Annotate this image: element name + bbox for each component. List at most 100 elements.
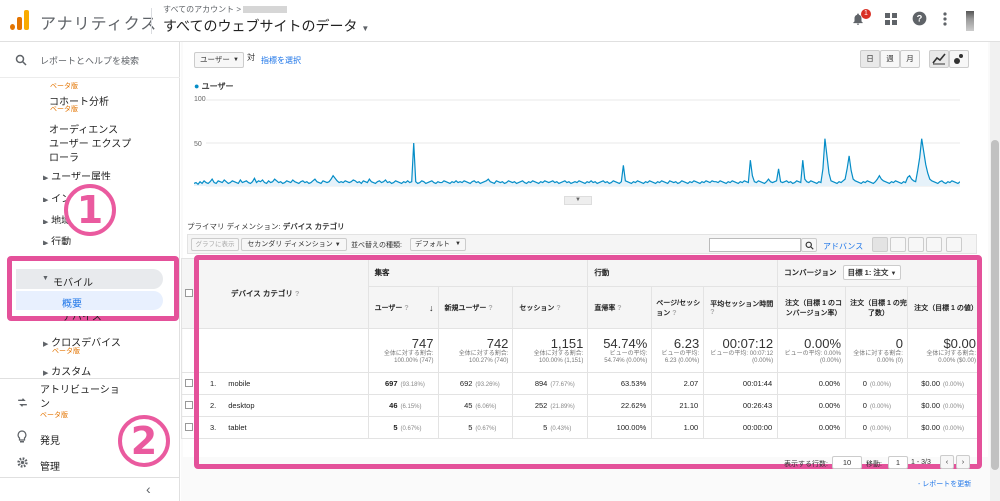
sort-type-value: デフォルト — [415, 241, 450, 248]
select-all-checkbox[interactable] — [185, 288, 193, 297]
cell-value: 0 — [862, 379, 867, 388]
notifications-icon[interactable] — [850, 12, 866, 28]
advanced-filter-link[interactable]: アドバンス — [823, 242, 864, 251]
table-row[interactable]: 3. tablet 5 (0.67%) 5 (0.67%) 5 (0.43%) 100.00% 1… — [181, 416, 980, 439]
totals-sub: ビューの平均: 0.00% (0.00%) — [784, 351, 842, 364]
goal-select[interactable]: 目標 1: 注文 ▼ — [842, 265, 902, 280]
search-placeholder[interactable]: レポートとヘルプを検索 — [40, 56, 140, 66]
help-icon: ? — [556, 304, 561, 312]
totals-value: 0.00% — [804, 336, 842, 351]
sidebar-item-label: 行動 — [51, 237, 72, 245]
sidebar-item-admin[interactable]: 管理 — [40, 462, 60, 473]
totals-value: 54.74% — [603, 336, 648, 351]
cell-percentage: (93.18%) — [400, 382, 425, 388]
col-header-pages-session[interactable]: ページ/セッション ? — [651, 286, 705, 329]
row-checkbox[interactable] — [185, 422, 193, 431]
col-header-completions[interactable]: 注文（目標 1 の完了数） — [845, 286, 908, 329]
pie-view-icon[interactable] — [890, 237, 906, 252]
col-header-value[interactable]: 注文（目標 1 の値） — [906, 286, 980, 329]
day-button[interactable]: 日 — [860, 50, 880, 68]
apps-icon[interactable] — [883, 12, 899, 28]
help-icon[interactable]: ? — [911, 11, 927, 27]
sidebar-item-overview[interactable]: 概要 — [16, 291, 163, 310]
month-button[interactable]: 月 — [900, 50, 920, 68]
pivot-view-icon[interactable] — [946, 237, 962, 252]
data-table: デバイス カテゴリ ? 集客 行動 コンバージョン 目標 1: 注文 ▼ ユーザ… — [181, 258, 980, 439]
help-icon: ? — [617, 304, 622, 312]
sidebar-item-mobile[interactable]: ▼ モバイル — [16, 269, 163, 289]
sidebar-item-cohort[interactable]: コホート分析 — [49, 97, 109, 108]
metric-select[interactable]: ユーザー ▼ — [194, 52, 244, 68]
account-icon[interactable] — [966, 11, 974, 31]
col-header-sessions[interactable]: セッション ? — [512, 286, 589, 329]
select-metric-link[interactable]: 指標を選択 — [261, 56, 301, 65]
row-checkbox[interactable] — [185, 378, 193, 387]
view-selector[interactable]: すべてのウェブサイトのデータ ▼ — [163, 16, 369, 36]
breadcrumb[interactable]: すべてのアカウント > — [163, 4, 288, 15]
cell-value: $0.00 — [921, 379, 940, 388]
plot-rows-button[interactable]: グラフに表示 — [191, 238, 239, 251]
table-search-button[interactable] — [801, 238, 817, 252]
cell-value: $0.00 — [921, 401, 940, 410]
week-button[interactable]: 週 — [880, 50, 900, 68]
col-header-label: 注文（目標 1 のコンバージョン率） — [785, 299, 842, 317]
beta-label: ベータ版 — [50, 83, 78, 90]
comparison-view-icon[interactable] — [926, 237, 942, 252]
table-search-input[interactable] — [709, 238, 801, 252]
sidebar-item-devices[interactable]: デバイス — [62, 316, 102, 323]
breadcrumb-text[interactable]: すべてのアカウント > — [163, 5, 242, 14]
collapse-sidebar-icon[interactable]: ‹ — [146, 481, 151, 497]
sidebar-search[interactable]: レポートとヘルプを検索 — [0, 42, 180, 78]
prev-page-button[interactable]: ‹ — [940, 455, 954, 469]
sidebar-item-behavior[interactable]: ▶ 行動 — [43, 233, 73, 245]
chart-collapse-handle[interactable]: ▼ — [564, 196, 592, 205]
col-header-conversion-rate[interactable]: 注文（目標 1 のコンバージョン率） — [777, 286, 847, 329]
analytics-logo-icon[interactable] — [10, 8, 30, 30]
top-bar: アナリティクス すべてのアカウント > すべてのウェブサイトのデータ ▼ 1 ? — [0, 0, 1000, 42]
scrollbar-thumb[interactable] — [991, 140, 999, 470]
row-checkbox[interactable] — [185, 400, 193, 409]
totals-blank — [197, 328, 369, 373]
secondary-dimension-select[interactable]: セカンダリ ディメンション ▼ — [241, 238, 347, 251]
col-header-bounce[interactable]: 直帰率 ? — [587, 286, 653, 329]
motion-chart-toggle[interactable] — [949, 50, 969, 68]
col-header-avg-duration[interactable]: 平均セッション時間 ? — [703, 286, 779, 329]
more-vert-icon[interactable] — [937, 12, 953, 28]
sidebar-item-demographics[interactable]: ▶ ユーザー属性 — [43, 168, 113, 180]
row-dimension-link[interactable]: mobile — [228, 379, 251, 388]
next-page-button[interactable]: › — [956, 455, 970, 469]
performance-view-icon[interactable] — [908, 237, 924, 252]
rows-per-page-select[interactable]: 10 — [832, 456, 862, 469]
sidebar-item-user-explorer[interactable]: ユーザー エクスプローラ — [49, 139, 132, 164]
sidebar-item-interests[interactable]: ▶ インタレスト — [43, 190, 73, 202]
goto-input[interactable]: 1 — [888, 456, 908, 469]
row-dimension-link[interactable]: desktop — [228, 401, 255, 410]
notification-badge: 1 — [861, 9, 871, 19]
totals-sub: ビューの平均: 00:07:12 (0.00%) — [710, 351, 774, 364]
totals-cell: 1,151 全体に対する割合: 100.00% (1,151) — [512, 328, 589, 373]
sidebar-item-audiences[interactable]: オーディエンス — [49, 125, 119, 136]
refresh-report-link[interactable]: - レポートを更新 — [918, 481, 972, 488]
caret-right-icon: ▶ — [43, 341, 49, 348]
sidebar-item-discover[interactable]: 発見 — [40, 436, 60, 447]
sort-type-select[interactable]: デフォルト ▼ — [410, 238, 466, 251]
sidebar-item-custom[interactable]: ▶ カスタム — [43, 363, 91, 378]
sidebar-item-geo[interactable]: ▶ 地域 — [43, 212, 73, 224]
totals-value: 747 — [411, 336, 434, 351]
row-dimension-link[interactable]: tablet — [228, 423, 247, 432]
row-index: 2. — [209, 401, 217, 410]
table-row[interactable]: 1. mobile 697 (93.18%) 692 (93.26%) 894 (77.67%… — [181, 372, 980, 395]
view-title[interactable]: すべてのウェブサイトのデータ — [163, 18, 358, 34]
row-cell-users: 5 (0.67%) — [367, 416, 439, 439]
rows-per-page-label: 表示する行数: — [784, 461, 828, 468]
sidebar-item-label: インタレスト — [51, 194, 71, 202]
caret-right-icon: ▶ — [43, 240, 49, 245]
cell-value: 5 — [543, 423, 548, 432]
sidebar-item-attribution[interactable]: アトリビューション — [40, 385, 120, 410]
line-chart-icon — [932, 53, 946, 65]
table-view-icon[interactable] — [872, 237, 888, 252]
col-header-users[interactable]: ユーザー ? ↓ — [367, 286, 439, 329]
beta-label: ベータ版 — [52, 348, 80, 355]
sidebar-item-cross-device[interactable]: ▶ クロスデバイス — [43, 334, 121, 349]
line-chart-toggle[interactable] — [929, 50, 949, 68]
